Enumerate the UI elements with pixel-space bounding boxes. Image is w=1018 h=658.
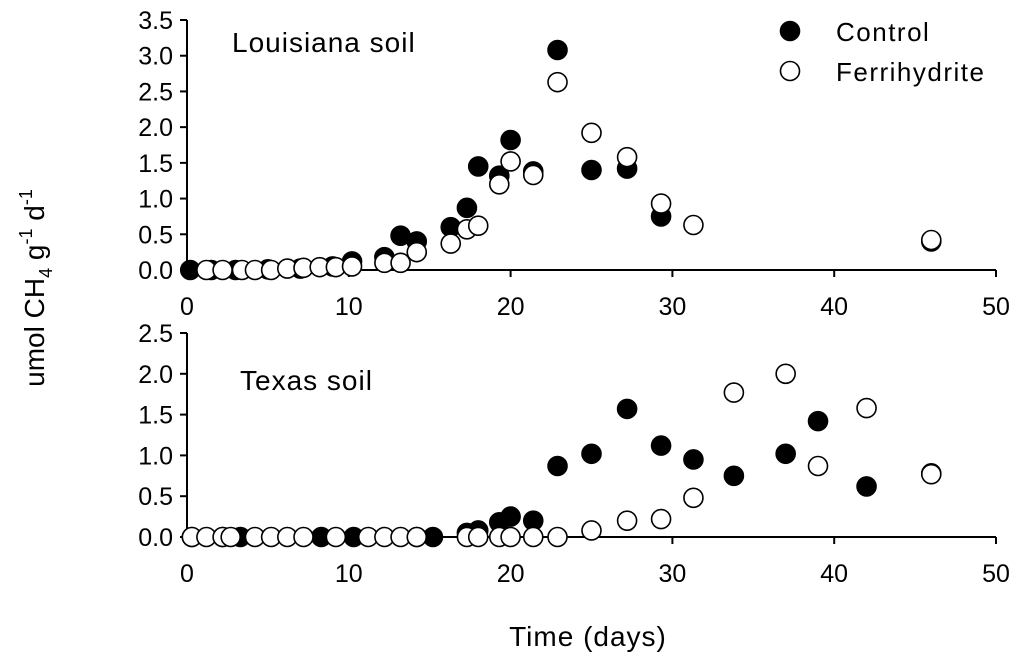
y-tick-label: 0.5 xyxy=(138,221,173,249)
ferrihydrite-point xyxy=(406,241,428,263)
control-point xyxy=(500,129,521,151)
ferrihydrite-point xyxy=(212,259,233,281)
ferrihydrite-point xyxy=(581,520,602,541)
y-tick-label: 3.0 xyxy=(138,43,173,71)
panel-texas: 0.0 0.5 1.0 1.5 2.0 2.5 0 10 20 30 40 50 Texas soil xyxy=(138,320,1010,588)
y-tick-label: 2.0 xyxy=(138,114,173,142)
control-point xyxy=(467,156,489,177)
control-point xyxy=(547,455,568,477)
ferrihydrite-point xyxy=(650,193,672,214)
ferrihydrite-point xyxy=(522,526,544,548)
control-point xyxy=(723,465,745,487)
control-point xyxy=(683,449,704,470)
control-point xyxy=(547,39,568,61)
ferrihydrite-point xyxy=(500,151,521,172)
ferrihydrite-point xyxy=(920,463,942,485)
control-point xyxy=(456,197,478,219)
panel-title: Louisiana soil xyxy=(232,27,416,58)
ferrihydrite-point xyxy=(390,252,411,274)
y-tick-label: 1.0 xyxy=(138,442,173,470)
ferrihydrite-point xyxy=(616,510,638,531)
x-tick-label: 0 xyxy=(180,293,194,321)
ferrihydrite-point xyxy=(220,526,241,548)
ferrihydrite-point xyxy=(807,455,829,477)
control-point xyxy=(581,443,602,465)
control-point xyxy=(581,159,602,181)
y-tick-label: 2.5 xyxy=(138,78,173,106)
x-tick-label: 50 xyxy=(982,293,1010,321)
ferrihydrite-point xyxy=(723,382,745,403)
x-tick-label: 10 xyxy=(335,560,363,588)
legend-marker-ferrihydrite xyxy=(779,60,801,82)
y-tick-label: 0.0 xyxy=(138,524,173,552)
y-tick-label: 3.5 xyxy=(138,7,173,35)
x-tick-label: 20 xyxy=(497,560,525,588)
y-tick-label: 1.5 xyxy=(138,150,173,178)
x-axis-label: Time (days) xyxy=(509,621,667,652)
x-tick-label: 40 xyxy=(820,560,848,588)
series-ferrihydrite xyxy=(196,71,942,281)
control-point xyxy=(500,506,521,527)
legend-marker-control xyxy=(779,20,801,42)
ferrihydrite-point xyxy=(406,526,428,548)
ferrihydrite-point xyxy=(650,508,672,530)
ferrihydrite-point xyxy=(293,526,314,548)
series-ferrihydrite xyxy=(181,363,942,548)
control-point xyxy=(807,410,829,432)
chart-panels: 0.0 0.5 1.0 1.5 2.0 2.5 3.0 3.5 0 10 20 30 40 50 Louis… xyxy=(138,7,1010,588)
ferrihydrite-point xyxy=(920,229,942,251)
ferrihydrite-point xyxy=(683,487,704,509)
ferrihydrite-point xyxy=(325,526,347,548)
x-tick-label: 30 xyxy=(658,560,686,588)
y-tick-label: 1.0 xyxy=(138,186,173,214)
ferrihydrite-point xyxy=(856,397,877,419)
control-point xyxy=(856,476,877,497)
y-tick-label: 2.0 xyxy=(138,361,173,389)
x-tick-label: 0 xyxy=(180,560,194,588)
x-tick-label: 40 xyxy=(820,293,848,321)
ferrihydrite-point xyxy=(775,363,796,385)
ferrihydrite-point xyxy=(500,526,521,548)
x-tick-label: 30 xyxy=(658,293,686,321)
x-tick-label: 50 xyxy=(982,560,1010,588)
control-point xyxy=(616,398,638,420)
legend: Control Ferrihydrite xyxy=(779,17,985,87)
legend-label-control: Control xyxy=(836,17,930,47)
ferrihydrite-point xyxy=(547,71,568,93)
ferrihydrite-point xyxy=(467,215,489,237)
ferrihydrite-point xyxy=(581,122,602,144)
ferrihydrite-point xyxy=(341,256,363,277)
y-tick-label: 1.5 xyxy=(138,402,173,430)
ferrihydrite-point xyxy=(467,526,489,548)
ferrihydrite-point xyxy=(440,233,462,254)
ferrihydrite-point xyxy=(522,164,544,186)
y-tick-label: 0.5 xyxy=(138,483,173,511)
x-tick-label: 20 xyxy=(497,293,525,321)
panel-title: Texas soil xyxy=(240,365,373,396)
ferrihydrite-point xyxy=(683,214,704,236)
y-tick-label: 0.0 xyxy=(138,257,173,285)
y-axis-label: umol CH4 g-1 d-1 xyxy=(16,189,56,387)
control-point xyxy=(650,435,672,456)
ferrihydrite-point xyxy=(488,173,510,195)
ferrihydrite-point xyxy=(616,146,638,168)
x-tick-label: 10 xyxy=(335,293,363,321)
control-point xyxy=(775,443,796,465)
series-control xyxy=(181,398,942,548)
panel-louisiana: 0.0 0.5 1.0 1.5 2.0 2.5 3.0 3.5 0 10 20 30 40 50 Louis… xyxy=(138,7,1010,321)
y-tick-label: 2.5 xyxy=(138,320,173,348)
ferrihydrite-point xyxy=(547,526,568,548)
legend-label-ferrihydrite: Ferrihydrite xyxy=(836,57,985,87)
